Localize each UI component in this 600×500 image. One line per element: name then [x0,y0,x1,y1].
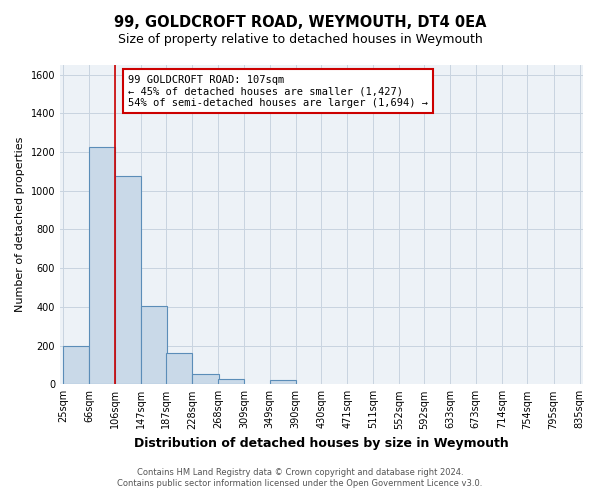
Text: Size of property relative to detached houses in Weymouth: Size of property relative to detached ho… [118,32,482,46]
Bar [89,147,115,384]
Bar [63,346,89,385]
Bar [269,380,296,384]
Text: Contains HM Land Registry data © Crown copyright and database right 2024.
Contai: Contains HM Land Registry data © Crown c… [118,468,482,487]
Bar [141,306,167,384]
Text: 99, GOLDCROFT ROAD, WEYMOUTH, DT4 0EA: 99, GOLDCROFT ROAD, WEYMOUTH, DT4 0EA [114,15,486,30]
Bar [115,176,141,384]
X-axis label: Distribution of detached houses by size in Weymouth: Distribution of detached houses by size … [134,437,509,450]
Text: 99 GOLDCROFT ROAD: 107sqm
← 45% of detached houses are smaller (1,427)
54% of se: 99 GOLDCROFT ROAD: 107sqm ← 45% of detac… [128,74,428,108]
Bar [193,374,218,384]
Y-axis label: Number of detached properties: Number of detached properties [15,137,25,312]
Bar [166,354,193,384]
Bar [218,380,244,384]
